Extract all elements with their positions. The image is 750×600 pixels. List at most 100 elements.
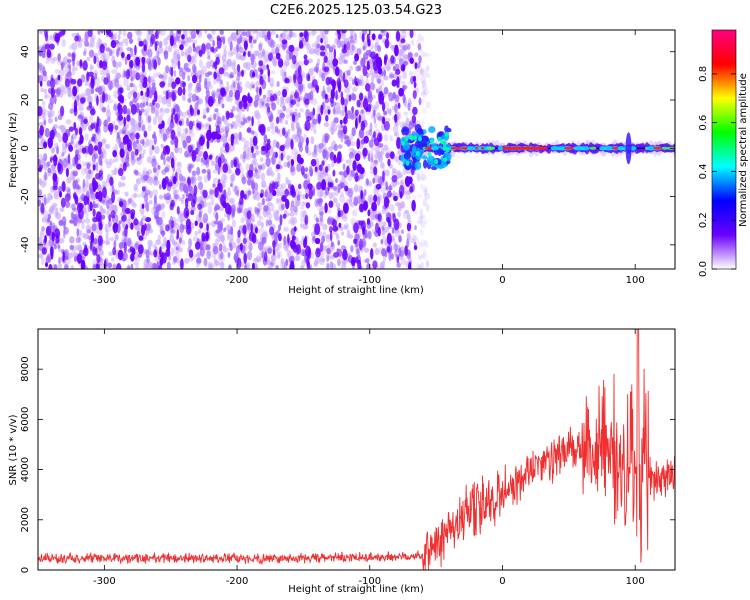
y-tick-label: 40 <box>20 45 31 58</box>
noise-blob-dark <box>239 242 243 252</box>
noise-blob <box>278 224 281 232</box>
noise-speck <box>344 52 351 57</box>
noise-blob <box>349 39 355 44</box>
noise-speck <box>385 117 391 123</box>
noise-blob-dark <box>297 65 302 77</box>
noise-blob-dark <box>214 187 219 198</box>
noise-blob <box>373 117 377 125</box>
noise-blob <box>165 65 170 74</box>
noise-blob <box>139 102 144 109</box>
noise-blob-dark <box>396 76 400 88</box>
noise-speck <box>180 52 185 57</box>
noise-blob-dark <box>161 177 167 190</box>
noise-blob <box>187 74 191 82</box>
noise-blob-dark <box>126 138 132 149</box>
noise-blob <box>372 177 376 184</box>
noise-blob <box>186 135 192 144</box>
noise-blob <box>275 141 280 149</box>
noise-speck <box>293 47 300 52</box>
noise-blob-dark <box>404 175 411 187</box>
noise-speck <box>396 111 402 120</box>
noise-blob-dark <box>329 230 333 242</box>
noise-blob <box>262 94 267 99</box>
noise-blob-dark <box>130 222 134 230</box>
noise-speck <box>331 160 335 168</box>
noise-blob <box>72 207 78 212</box>
noise-speck <box>96 41 101 50</box>
noise-speck <box>120 175 126 181</box>
noise-blob-dark <box>318 164 323 172</box>
noise-speck <box>417 33 423 41</box>
noise-blob-dark <box>340 96 345 106</box>
noise-blob-dark <box>190 210 195 216</box>
noise-blob-dark <box>217 178 221 188</box>
noise-speck <box>180 50 185 57</box>
noise-blob <box>303 179 309 190</box>
noise-blob-dark <box>272 246 276 256</box>
noise-blob-dark <box>134 148 139 156</box>
noise-blob <box>163 193 167 200</box>
noise-blob-dark <box>323 66 330 73</box>
noise-blob-dark <box>328 226 333 233</box>
noise-speck <box>125 124 129 129</box>
noise-blob-dark <box>362 201 368 211</box>
noise-speck <box>105 229 109 238</box>
noise-blob <box>115 48 119 58</box>
noise-speck <box>218 261 224 267</box>
noise-blob <box>318 143 324 149</box>
noise-speck <box>268 148 274 156</box>
noise-blob-dark <box>324 166 329 173</box>
noise-blob <box>236 44 239 53</box>
noise-blob-dark <box>367 38 371 47</box>
x-tick-label: -300 <box>93 576 116 587</box>
noise-blob <box>107 116 111 123</box>
noise-blob-dark <box>123 116 127 127</box>
noise-speck <box>224 247 229 253</box>
noise-blob <box>127 264 131 269</box>
noise-speck <box>197 175 203 182</box>
noise-blob-dark <box>128 59 134 69</box>
noise-speck <box>47 118 54 124</box>
noise-blob-dark <box>175 77 181 85</box>
noise-blob <box>357 79 363 86</box>
noise-speck <box>255 255 262 262</box>
noise-blob <box>135 139 140 144</box>
noise-speck <box>124 191 129 197</box>
noise-blob-dark <box>266 30 271 41</box>
noise-blob-dark <box>243 51 246 57</box>
noise-speck <box>207 81 212 86</box>
noise-speck <box>148 176 153 186</box>
noise-blob-dark <box>50 87 55 99</box>
noise-blob <box>190 30 197 39</box>
noise-blob-dark <box>391 174 398 183</box>
noise-blob <box>254 206 258 214</box>
noise-blob-dark <box>258 60 264 67</box>
noise-blob-dark <box>238 101 243 110</box>
noise-speck <box>267 265 272 269</box>
signal-scatter-bright <box>401 140 406 146</box>
noise-blob-dark <box>176 228 180 240</box>
snr-series <box>38 329 675 570</box>
noise-speck <box>327 86 332 92</box>
noise-speck <box>310 251 315 259</box>
noise-speck <box>230 51 234 56</box>
signal-scatter-bright <box>429 138 434 144</box>
noise-speck <box>285 114 290 119</box>
noise-blob <box>196 257 202 264</box>
noise-blob-dark <box>79 59 83 67</box>
noise-speck <box>40 155 44 163</box>
snr-frame <box>37 328 676 571</box>
noise-blob <box>182 140 187 149</box>
noise-blob-dark <box>58 191 63 198</box>
noise-blob-dark <box>145 217 152 223</box>
noise-blob <box>368 128 373 136</box>
noise-blob <box>228 264 232 269</box>
noise-blob-dark <box>120 52 125 59</box>
noise-speck <box>97 37 101 46</box>
noise-blob-dark <box>111 191 116 204</box>
noise-blob-dark <box>198 49 203 57</box>
noise-blob <box>330 241 334 248</box>
noise-speck <box>101 208 106 214</box>
noise-speck <box>368 197 374 205</box>
noise-blob <box>285 258 289 267</box>
